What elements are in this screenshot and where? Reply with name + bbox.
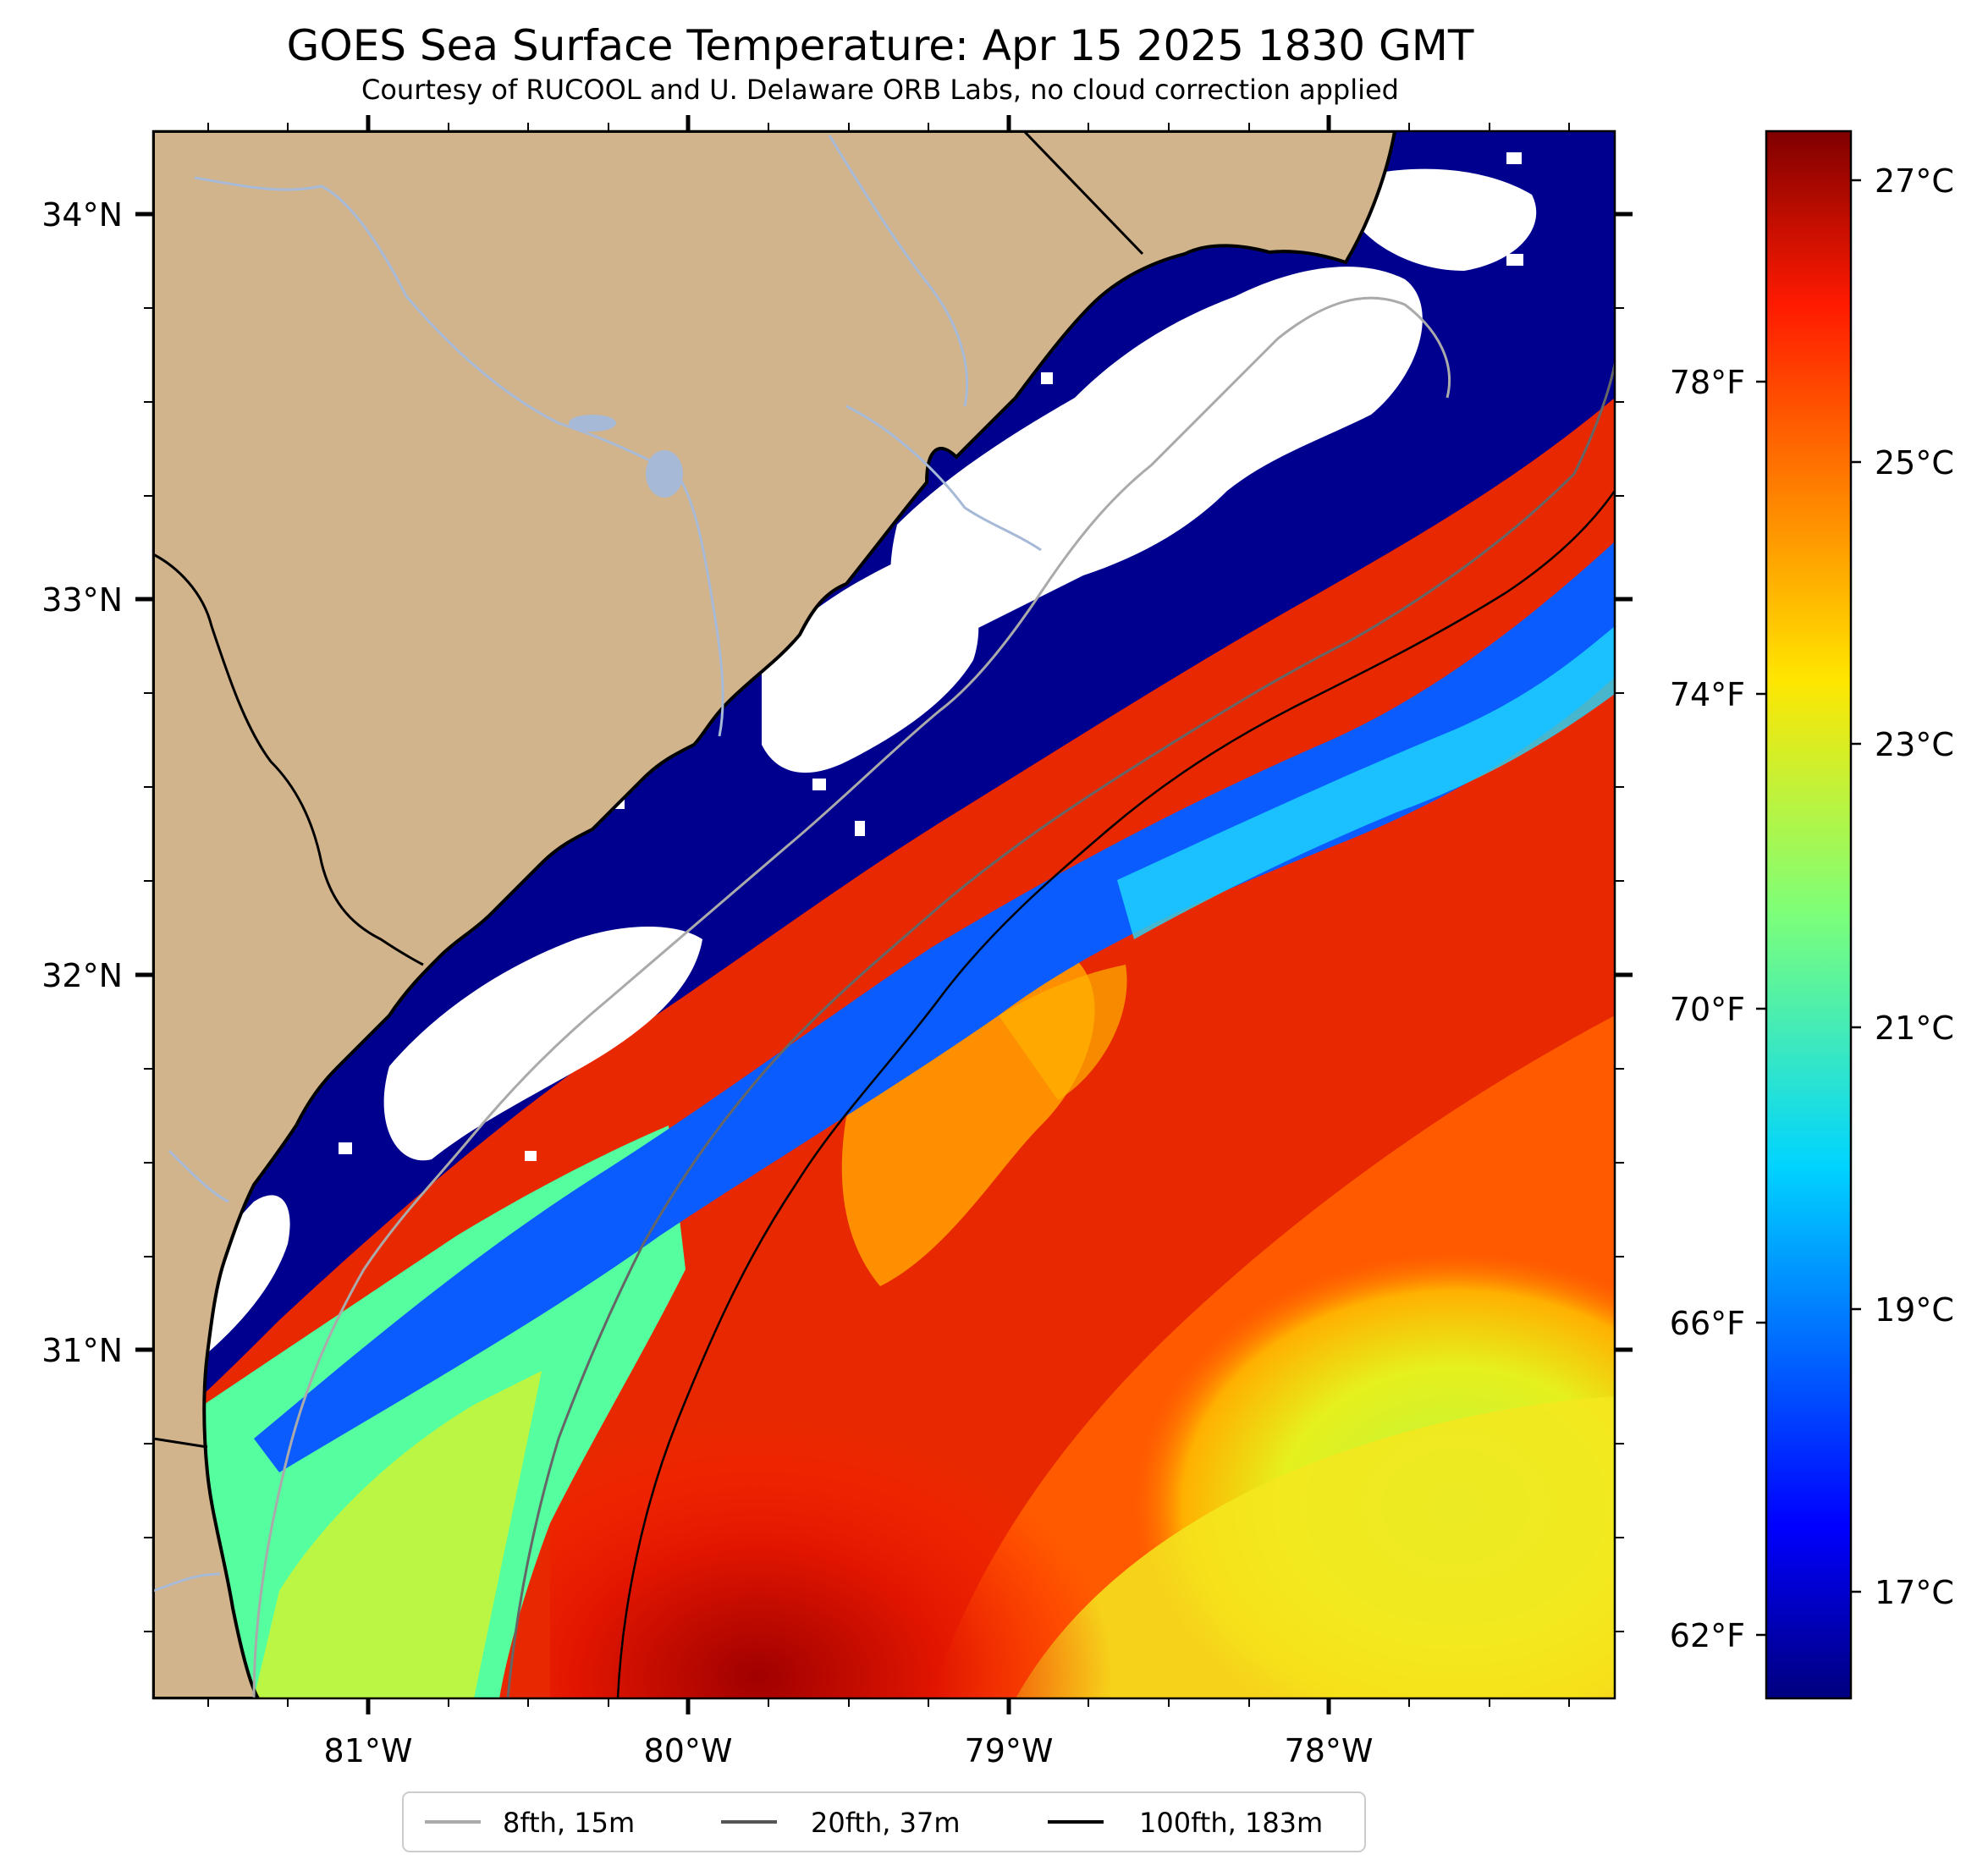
f-label-62: 62°F [1670,1617,1745,1654]
f-label-70: 70°F [1670,991,1745,1028]
fahrenheit-ticks [1756,380,1766,1637]
c-label-21: 21°C [1875,1010,1954,1047]
lon-label-81w: 81°W [324,1732,413,1769]
blue-transition [254,542,1615,1472]
state-borders [153,131,1144,1449]
minor-ticks [144,123,1624,1707]
c-label-25: 25°C [1875,444,1954,482]
f-label-78: 78°F [1670,364,1745,401]
celsius-ticks [1851,179,1861,1593]
rivers [153,135,1042,1593]
lon-label-78w: 78°W [1285,1732,1374,1769]
lake-moultrie [569,415,616,432]
legend-label-20fth: 20fth, 37m [811,1807,960,1839]
lon-major-ticks [366,115,1331,1714]
isobath-20fth [506,363,1615,1698]
map-frame [151,129,1616,1700]
cyan-transition [1117,626,1615,939]
lon-label-79w: 79°W [965,1732,1054,1769]
land [153,131,1397,1698]
cloud-mid [762,550,979,773]
legend-label-100fth: 100fth, 183m [1139,1807,1323,1839]
f-label-74: 74°F [1670,676,1745,713]
shelf-yellowgreen [254,1371,542,1698]
isobath-legend: 8fth, 15m 20fth, 37m 100fth, 183m [402,1791,1366,1852]
lat-label-31n: 31°N [41,1332,123,1369]
lat-label-34n: 34°N [41,196,123,234]
map-title: GOES Sea Surface Temperature: Apr 15 202… [286,21,1474,70]
lake-marion [646,450,683,498]
lon-label-80w: 80°W [644,1732,733,1769]
c-label-19: 19°C [1875,1291,1954,1329]
gulf-stream-core [550,1269,1143,1698]
cloud-south [383,927,702,1161]
map-subtitle: Courtesy of RUCOOL and U. Delaware ORB L… [361,74,1399,106]
yellow-band [1016,1396,1615,1698]
legend-label-8fth: 8fth, 15m [503,1807,635,1839]
isobath-8fth [252,296,1451,1698]
c-label-27: 27°C [1875,162,1954,200]
c-label-17: 17°C [1875,1574,1954,1611]
isobath-100fth [616,490,1615,1698]
legend-box [402,1791,1366,1852]
lat-label-33n: 33°N [41,581,123,619]
colorbar [1765,129,1853,1700]
c-label-23: 23°C [1875,726,1954,763]
lat-label-32n: 32°N [41,957,123,994]
f-label-66: 66°F [1670,1305,1745,1342]
lat-major-ticks [135,212,1633,1352]
front-filaments-2 [999,965,1127,1100]
map-panel [153,131,1615,1698]
